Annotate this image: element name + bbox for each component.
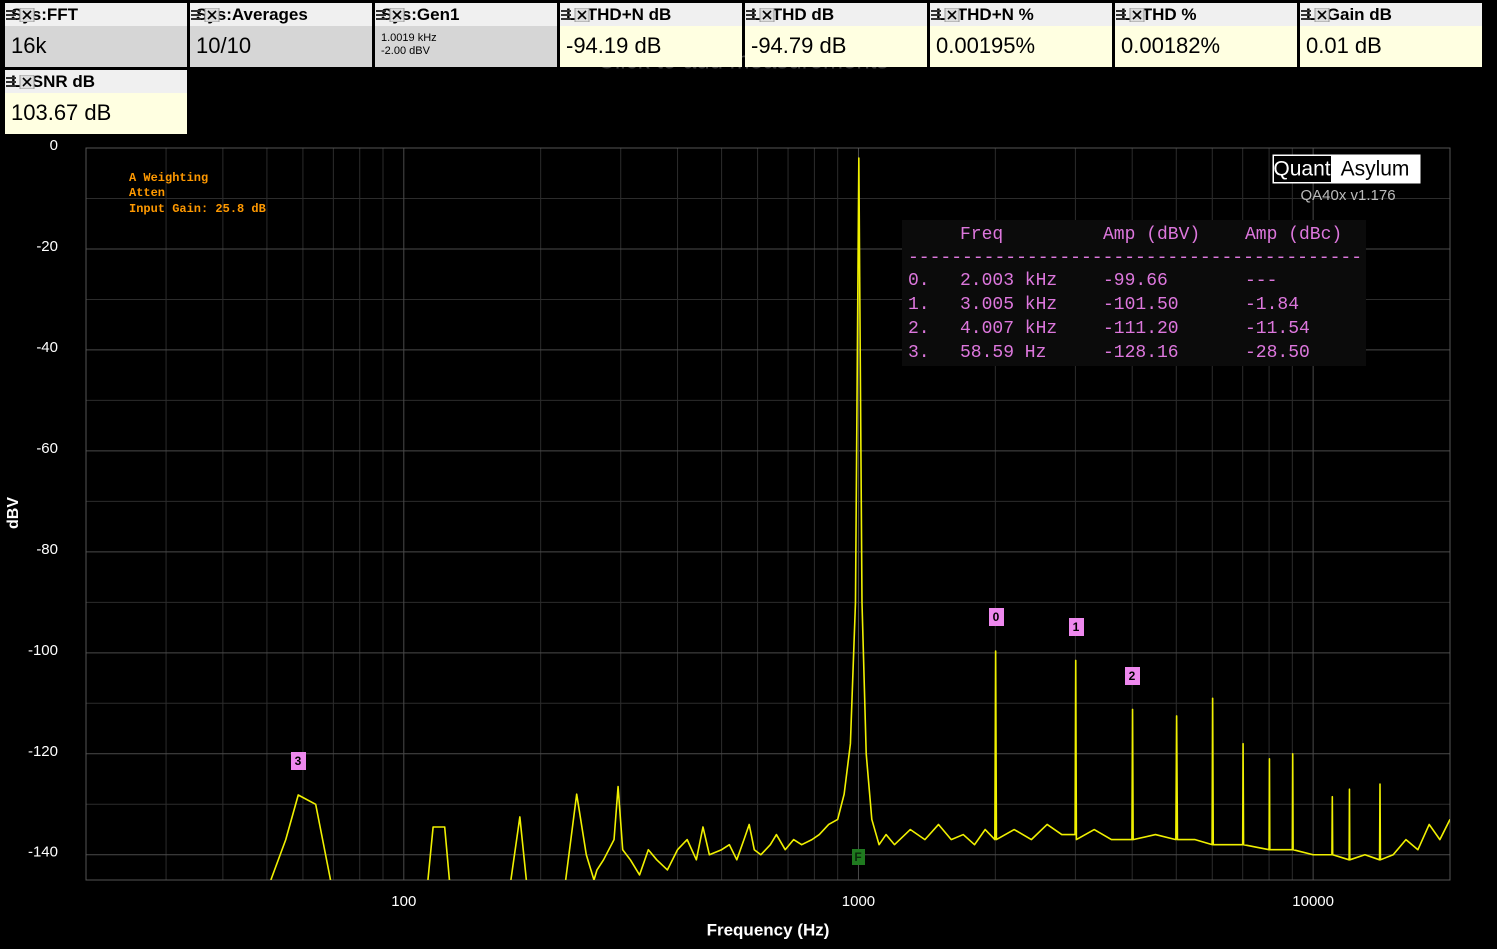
table-cell: 2.003 kHz — [960, 271, 1057, 291]
tile-value: 103.67 dB — [11, 100, 112, 125]
tile-buttons[interactable] — [5, 75, 35, 89]
tile-title: L: THD+N % — [936, 5, 1034, 24]
marker-label: 0 — [993, 610, 1000, 624]
tile-value: 10/10 — [196, 33, 252, 58]
logo-left: Quant — [1273, 158, 1330, 181]
annotation: A Weighting — [129, 171, 208, 185]
table-cell: --- — [1245, 271, 1277, 291]
tile-header: L: THD+N % — [930, 3, 1112, 26]
marker-box — [1125, 667, 1140, 685]
tile-value: -94.19 dB — [566, 33, 662, 58]
table-cell: 2. — [908, 319, 930, 339]
table-header: Freq — [960, 225, 1003, 245]
x-tick-label: 10000 — [1292, 893, 1334, 910]
tile-header: Sys:Gen1 — [375, 3, 557, 26]
measurement-tile[interactable]: Sys:Gen1 1.0019 kHz -2.00 dBV — [375, 3, 557, 67]
table-bg — [902, 220, 1366, 366]
table-cell: 0. — [908, 271, 930, 291]
table-cell: -99.66 — [1103, 271, 1168, 291]
annotation: Input Gain: 25.8 dB — [129, 202, 266, 216]
measurement-tile[interactable]: Sys:FFT 16k — [5, 3, 187, 67]
tile-header: L: Gain dB — [1300, 3, 1482, 26]
table-cell: -101.50 — [1103, 295, 1179, 315]
y-tick-label: -80 — [36, 541, 58, 558]
measurement-tile[interactable]: L: Gain dB 0.01 dB — [1300, 3, 1482, 67]
marker-label: 2 — [1129, 669, 1136, 683]
y-axis-label: dBV — [5, 497, 22, 529]
y-tick-label: -60 — [36, 440, 58, 457]
table-cell: 4.007 kHz — [960, 319, 1057, 339]
tile-header: L: THD dB — [745, 3, 927, 26]
table-separator: ----------------------------------------… — [908, 248, 1362, 268]
measurement-tile[interactable]: L: THD+N dB -94.19 dB — [560, 3, 742, 67]
measurement-tile[interactable]: L: THD dB -94.79 dB — [745, 3, 927, 67]
tile-value: 0.01 dB — [1306, 33, 1382, 58]
annotation: Atten — [129, 186, 165, 200]
marker-label: F — [854, 850, 861, 864]
table-header: Amp (dBV) — [1103, 225, 1200, 245]
logo-right: Asylum — [1341, 158, 1410, 181]
y-tick-label: -120 — [28, 743, 58, 760]
tile-buttons[interactable] — [5, 8, 35, 22]
tile-buttons[interactable] — [1115, 8, 1145, 22]
tile-value: -94.79 dB — [751, 33, 847, 58]
y-tick-label: -140 — [28, 844, 58, 861]
tile-value: 0.00182% — [1121, 33, 1221, 58]
table-cell: -11.54 — [1245, 319, 1310, 339]
tile-body: 1.0019 kHz -2.00 dBV — [375, 26, 557, 73]
x-tick-label: 1000 — [842, 893, 875, 910]
table-cell: 3.005 kHz — [960, 295, 1057, 315]
marker-box — [852, 849, 865, 865]
measurement-tile[interactable]: L: THD+N % 0.00195% — [930, 3, 1112, 67]
tile-header: L: SNR dB — [5, 70, 187, 93]
tile-header: L: THD % — [1115, 3, 1297, 26]
tile-buttons[interactable] — [560, 8, 590, 22]
tile-buttons[interactable] — [375, 8, 405, 22]
measurement-tile[interactable]: Sys:Averages 10/10 — [190, 3, 372, 67]
measurement-tile[interactable]: L: THD % 0.00182% — [1115, 3, 1297, 67]
tile-value: 0.00195% — [936, 33, 1036, 58]
tile-line: -2.00 dBV — [381, 45, 430, 57]
measurement-tile[interactable]: L: SNR dB 103.67 dB — [5, 70, 187, 134]
y-tick-label: -20 — [36, 238, 58, 255]
plot-border — [85, 147, 1451, 881]
table-cell: 3. — [908, 343, 930, 363]
tile-header: L: THD+N dB — [560, 3, 742, 26]
table-cell: 1. — [908, 295, 930, 315]
table-header: Amp (dBc) — [1245, 225, 1342, 245]
marker-box — [989, 608, 1004, 626]
table-cell: -111.20 — [1103, 319, 1179, 339]
y-tick-label: -40 — [36, 339, 58, 356]
tile-line: 1.0019 kHz — [381, 32, 437, 44]
table-cell: -1.84 — [1245, 295, 1299, 315]
y-tick-label: -100 — [28, 642, 58, 659]
tile-title: Sys:Averages — [196, 5, 308, 24]
table-cell: -128.16 — [1103, 343, 1179, 363]
y-tick-label: 0 — [50, 137, 58, 154]
marker-label: 3 — [295, 754, 302, 768]
table-cell: -28.50 — [1245, 343, 1310, 363]
tile-buttons[interactable] — [930, 8, 960, 22]
marker-label: 1 — [1073, 620, 1080, 634]
x-axis-label: Frequency (Hz) — [707, 920, 830, 939]
spectrum-trace — [270, 157, 1450, 880]
tile-value: 16k — [11, 33, 47, 58]
x-tick-label: 100 — [391, 893, 416, 910]
tile-header: Sys:FFT — [5, 3, 187, 26]
marker-box — [291, 752, 306, 770]
table-cell: 58.59 Hz — [960, 343, 1046, 363]
tile-buttons[interactable] — [745, 8, 775, 22]
tile-header: Sys:Averages — [190, 3, 372, 26]
tile-buttons[interactable] — [190, 8, 220, 22]
marker-box — [1069, 618, 1084, 636]
logo-left-box — [1274, 156, 1331, 182]
version: QA40x v1.176 — [1300, 187, 1395, 204]
tile-buttons[interactable] — [1300, 8, 1330, 22]
tile-title: L: THD+N dB — [566, 5, 672, 24]
